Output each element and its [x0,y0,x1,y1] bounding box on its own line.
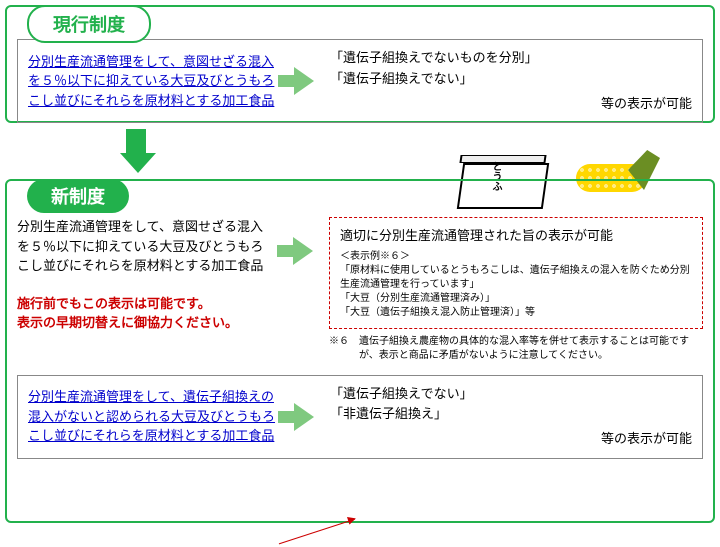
new2-right3: 等の表示が可能 [330,429,692,450]
current-tab: 現行制度 [27,5,151,43]
example-label: ＜表示例※６＞ [340,250,692,264]
new1-redbox: 適切に分別生産流通管理された旨の表示が可能 ＜表示例※６＞ 「原材料に使用してい… [329,217,703,329]
current-right-text: 「遺伝子組換えでないものを分別」 「遺伝子組換えでない」 等の表示が可能 [330,48,692,114]
example1: 「原材料に使用しているとうもろこしは、遺伝子組換えの混入を防ぐため分別生産流通管… [340,264,692,292]
current-section: 分別生産流通管理をして、意図せざる混入を５％以下に抑えている大豆及びとうもろこし… [17,39,703,123]
new2-right2: 「非遺伝子組換え」 [330,404,692,425]
example3: 「大豆（遺伝子組換え混入防止管理済）」等 [340,306,692,320]
current-right1: 「遺伝子組換えでないものを分別」 [330,48,692,69]
new-tab: 新制度 [27,179,129,213]
current-right3: 等の表示が可能 [330,94,692,115]
new2-right-text: 「遺伝子組換えでない」 「非遺伝子組換え」 等の表示が可能 [330,384,692,450]
new1-right-title: 適切に分別生産流通管理された旨の表示が可能 [340,226,692,246]
new1-red-text: 施行前でもこの表示は可能です。 表示の早期切替えに御協力ください。 [17,294,267,333]
down-arrow-icon [120,129,152,173]
current-system-panel: 現行制度 分別生産流通管理をして、意図せざる混入を５％以下に抑えている大豆及びと… [5,5,715,123]
arrow-right-icon [293,237,313,265]
arrow-right-icon [294,67,314,95]
current-left-text: 分別生産流通管理をして、意図せざる混入を５％以下に抑えている大豆及びとうもろこし… [28,52,278,111]
new2-section: 分別生産流通管理をして、遺伝子組換えの混入がないと認められる大豆及びとうもろこし… [17,375,703,459]
current-right2: 「遺伝子組換えでない」 [330,69,692,90]
new1-left-text: 分別生産流通管理をして、意図せざる混入を５％以下に抑えている大豆及びとうもろこし… [17,217,267,276]
arrow-right-icon [294,403,314,431]
new2-left-text: 分別生産流通管理をして、遺伝子組換えの混入がないと認められる大豆及びとうもろこし… [28,387,278,446]
note6: ※６ 遺伝子組換え農産物の具体的な混入率等を併せて表示することは可能ですが、表示… [329,335,703,363]
new-system-panel: 新制度 分別生産流通管理をして、意図せざる混入を５％以下に抑えている大豆及びとう… [5,179,715,523]
red-arrow-icon [279,519,355,545]
example2: 「大豆（分別生産流通管理済み）」 [340,292,692,306]
new2-right1: 「遺伝子組換えでない」 [330,384,692,405]
